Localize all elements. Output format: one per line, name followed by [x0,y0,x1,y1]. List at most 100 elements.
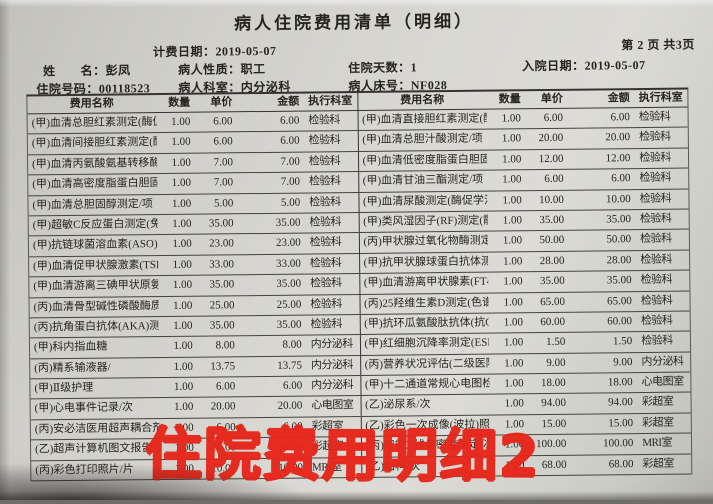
header-amount: 金额 [607,92,630,105]
unit-price-cell: 33.00 [209,258,235,271]
fee-name-cell: (甲)血清间接胆红素测定(酶 [31,136,157,150]
quantity-cell: 1.00 [502,173,522,186]
quantity-cell: 1.00 [502,234,523,247]
unit-price-cell: 1.50 [546,336,566,349]
quantity-cell: 1.00 [503,336,524,349]
amount-cell: 65.00 [606,294,632,307]
exec-dept-cell: 检验科 [309,216,342,229]
hospital-days-value: 1 [410,60,418,75]
fee-name-cell: (甲)血清游离甲状腺素(FT4) [363,275,489,290]
header-unit-price: 单价 [540,92,563,106]
hospital-days-label: 住院天数： [348,60,411,76]
fee-name-cell: (甲)类风湿因子(RF)测定(散 [363,214,488,228]
admission-date-value: 2019-05-07 [584,57,646,73]
unit-price-cell: 6.00 [543,111,564,125]
exec-dept-cell: 检验科 [640,294,673,307]
exec-dept-cell: 检验科 [639,212,672,225]
unit-price-cell: 28.00 [539,254,565,267]
amount-cell: 15.00 [608,416,634,430]
exec-dept-cell: 检验科 [639,131,671,144]
fee-name-cell: (甲)血清高密度脂蛋白胆固醇 [32,177,157,191]
unit-price-cell: 8.00 [215,339,235,352]
amount-cell: 7.00 [280,155,300,168]
unit-price-cell: 7.00 [213,176,234,189]
unit-price-cell: 6.00 [215,380,236,393]
exec-dept-cell: 检验科 [308,134,341,147]
patient-type-label: 病人性质： [178,62,241,77]
exec-dept-cell: 检验科 [309,236,342,249]
quantity-cell: 1.00 [172,217,192,230]
exec-dept-cell: 检验科 [308,114,340,127]
quantity-cell: 1.00 [504,356,524,370]
amount-cell: 23.00 [275,236,301,250]
amount-cell: 100.00 [602,437,634,450]
header-fee-name: 费用名称 [400,94,445,107]
unit-price-cell: 6.00 [213,135,233,148]
fee-name-cell: (甲)十二通道常规心电图检查 [364,377,490,391]
red-watermark: 住院费用明细2 [144,421,541,491]
exec-dept-cell: 内分泌科 [310,358,354,372]
unit-price-cell: 23.00 [208,237,234,250]
fee-name-cell: (甲)血清促甲状腺激素(TSH) [33,258,158,273]
amount-cell: 7.00 [280,175,301,188]
header-fee-name: 费用名称 [69,97,114,110]
exec-dept-cell: 彩超室 [641,396,674,409]
quantity-cell: 1.00 [172,238,192,251]
exec-dept-cell: 内分泌科 [641,355,684,368]
header-quantity: 数量 [498,93,521,106]
quantity-cell: 1.00 [171,176,192,190]
amount-cell: 18.00 [607,376,633,389]
exec-dept-cell: 内分泌科 [310,338,353,351]
fee-name-cell: (甲)血清尿酸测定(酶促学法 [362,194,488,208]
fee-name-cell: (甲)Ⅱ级护理 [34,381,94,395]
header-quantity: 数量 [168,96,191,109]
unit-price-cell: 6.00 [544,172,564,186]
amount-cell: 35.00 [606,274,632,287]
amount-cell: 10.00 [605,192,631,205]
fee-name-cell: (甲)血清总胆红素测定(酶促 [31,116,157,130]
quantity-cell: 1.00 [501,112,521,125]
amount-cell: 35.00 [606,213,632,226]
exec-dept-cell: 彩超室 [642,457,675,470]
amount-cell: 6.00 [280,114,300,127]
amount-cell: 33.00 [276,257,301,270]
fee-name-cell: (甲)血清总胆固醇测定/项 [32,197,153,211]
amount-cell: 13.75 [277,359,303,372]
fee-name-cell: (甲)血清游离三碘甲状原氨酸 [33,279,158,293]
patient-type-value: 职工 [240,61,266,77]
unit-price-cell: 10.00 [539,193,564,206]
fee-name-cell: (丙)营养状况评估(二级医院 [364,357,490,371]
fee-name-cell: (甲)红细胞沉降率测定(ESR) [364,336,490,351]
amount-cell: 35.00 [276,277,302,290]
amount-cell: 6.00 [611,172,631,185]
page-number: 第 2 页 共3页 [621,37,695,53]
unit-price-cell: 20.00 [538,132,564,145]
quantity-cell: 1.00 [171,156,191,169]
unit-price-cell: 5.00 [214,196,234,210]
amount-cell: 94.00 [608,396,633,409]
quantity-cell: 1.00 [173,360,194,373]
quantity-cell: 1.00 [501,132,522,145]
quantity-cell: 1.00 [173,340,193,353]
quantity-cell: 1.00 [171,136,191,149]
unit-price-cell: 18.00 [540,376,566,390]
amount-cell: 9.00 [613,355,633,369]
quantity-cell: 1.00 [502,193,522,207]
unit-price-cell: 65.00 [540,295,565,308]
amount-cell: 50.00 [606,233,632,246]
unit-price-cell: 35.00 [208,217,234,230]
unit-price-cell: 35.00 [539,274,565,288]
exec-dept-cell: 检验科 [640,253,672,266]
fee-name-cell: (甲)科内指血糖 [33,340,108,354]
exec-dept-cell: 检验科 [639,151,671,164]
header-amount: 金额 [277,95,300,108]
patient-name: 姓 名：彭凤 [43,61,131,79]
amount-cell: 25.00 [276,298,302,311]
exec-dept-cell: 检验科 [310,277,342,290]
quantity-cell: 1.00 [502,214,522,227]
billing-date-value: 2019-05-07 [215,43,277,59]
quantity-cell: 1.00 [503,275,523,288]
quantity-cell: 1.00 [503,316,524,329]
exec-dept-cell: 检验科 [640,314,673,327]
